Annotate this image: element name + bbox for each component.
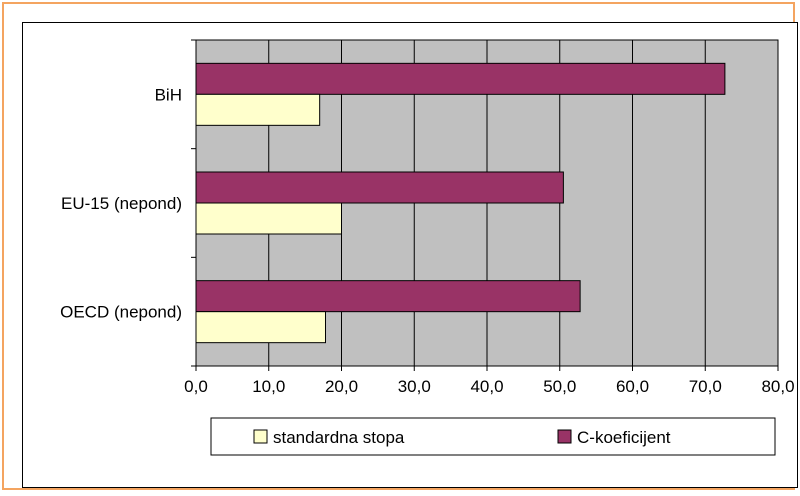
legend-box [210, 417, 776, 456]
x-tick-label: 80,0 [761, 377, 794, 396]
category-label: OECD (nepond) [60, 303, 182, 322]
x-tick-label: 50,0 [543, 377, 576, 396]
legend-swatch [557, 429, 572, 444]
x-tick-label: 30,0 [398, 377, 431, 396]
x-tick-label: 60,0 [616, 377, 649, 396]
category-label: BiH [155, 85, 182, 104]
x-tick-label: 40,0 [470, 377, 503, 396]
x-tick-label: 20,0 [325, 377, 358, 396]
legend-label: C-koeficijent [577, 428, 671, 447]
x-tick-label: 0,0 [184, 377, 208, 396]
bar-standardna-stopa [195, 202, 342, 235]
bar-c-koeficijent [195, 62, 726, 95]
x-tick-label: 70,0 [689, 377, 722, 396]
bar-standardna-stopa [195, 311, 326, 344]
bar-standardna-stopa [195, 93, 321, 126]
category-label: EU-15 (nepond) [61, 194, 182, 213]
legend-swatch [253, 429, 268, 444]
legend-label: standardna stopa [273, 428, 405, 447]
x-tick-label: 10,0 [252, 377, 285, 396]
bar-c-koeficijent [195, 280, 581, 313]
bar-c-koeficijent [195, 171, 564, 204]
